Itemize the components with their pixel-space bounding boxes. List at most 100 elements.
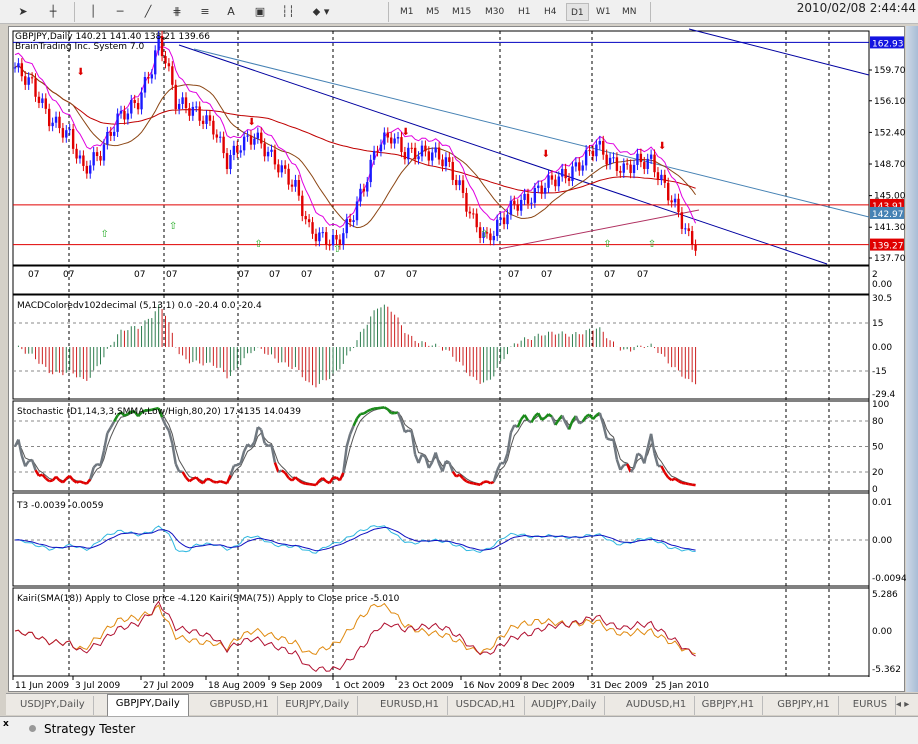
stoch-segment xyxy=(116,411,122,417)
candle-body xyxy=(177,103,181,110)
axis-label: 0.00 xyxy=(872,280,892,290)
timeframe-m15[interactable]: M15 xyxy=(452,7,472,17)
price-label-bg xyxy=(870,36,904,49)
separator-label: 07 xyxy=(604,270,615,280)
chart-tab[interactable]: GBPUSD,H1 xyxy=(202,696,278,715)
price-label: 162.93 xyxy=(872,39,904,49)
chart-tab[interactable]: USDJPY,Daily xyxy=(12,696,94,715)
trendline-icon[interactable]: ╱ xyxy=(144,5,152,18)
stoch-segment xyxy=(55,475,61,482)
cursor-icon[interactable]: ➤ xyxy=(18,5,28,18)
price-label: 143.91 xyxy=(872,202,904,212)
timeframe-h4[interactable]: H4 xyxy=(544,7,557,17)
stoch-segment xyxy=(427,461,434,469)
candle-body xyxy=(68,129,71,131)
timeframe-m30[interactable]: M30 xyxy=(485,7,505,17)
fibonacci-icon[interactable]: ⋕ xyxy=(172,5,182,18)
chart-tab[interactable]: EURJPY,Daily xyxy=(277,696,359,715)
arrows-icon[interactable]: ⬥ ▾ xyxy=(312,5,330,18)
candle-body xyxy=(379,144,383,152)
period-separator-icon[interactable]: ┆┆ xyxy=(281,5,295,18)
separator-label: 07 xyxy=(301,270,312,280)
separator-label: 07 xyxy=(406,270,417,280)
candle-body xyxy=(677,198,680,213)
price-tick-label: 156.10 xyxy=(874,97,906,107)
candle-body xyxy=(181,97,184,104)
tab-scroll-arrows[interactable]: ◂ ▸ xyxy=(896,699,910,710)
stoch-segment xyxy=(181,471,188,479)
strategy-tester-tab[interactable]: Strategy Tester xyxy=(44,722,136,736)
candle-body xyxy=(458,180,461,186)
stoch-segment xyxy=(236,462,242,467)
kairi-18 xyxy=(14,602,696,656)
chart-tab[interactable]: EURUS xyxy=(845,696,897,715)
buy-arrow-icon: ⇧ xyxy=(603,239,611,250)
t3-slow xyxy=(14,526,696,552)
candle-body xyxy=(191,106,195,116)
candle-body xyxy=(461,180,465,193)
close-panel-button[interactable]: x xyxy=(3,719,9,729)
crosshair-icon[interactable]: ┼ xyxy=(49,5,57,18)
horizontal-line-icon[interactable]: ─ xyxy=(116,5,124,18)
vertical-line-icon[interactable]: │ xyxy=(89,5,97,18)
candle-body xyxy=(656,172,660,180)
text-label-icon[interactable]: ▣ xyxy=(254,5,266,18)
candle-body xyxy=(263,143,266,157)
candle-body xyxy=(636,153,639,165)
timeframe-m5[interactable]: M5 xyxy=(426,7,440,17)
chart-tab[interactable]: AUDUSD,H1 xyxy=(618,696,696,715)
chart-tab[interactable]: EURUSD,H1 xyxy=(372,696,449,715)
stoch-segment xyxy=(83,481,88,485)
candle-body xyxy=(509,200,513,215)
candle-body xyxy=(198,106,201,121)
candle-body xyxy=(311,222,314,234)
fibo-lines-icon[interactable]: ≡ xyxy=(200,5,210,18)
vertical-scrollbar[interactable] xyxy=(906,26,918,692)
candle-body xyxy=(17,63,20,68)
timeframe-h1[interactable]: H1 xyxy=(518,7,531,17)
separator-label: 07 xyxy=(374,270,385,280)
candle-body xyxy=(591,150,595,157)
chart-window[interactable]: ⇧ ⇧ ⇧ ⇧ ⇧ ⇧ ⇧ ⬇ ⬇ ⬇ ⬇ ⬇ GBPJPY,Daily 140.21 141.40 1… xyxy=(8,26,907,693)
channel-line xyxy=(193,48,870,218)
stoch-segment xyxy=(421,453,427,459)
chart-canvas[interactable]: ⇧ ⇧ ⇧ ⇧ ⇧ ⇧ ⇧ ⬇ ⬇ ⬇ ⬇ ⬇ GBPJPY,Daily 140.21 141.40 1… xyxy=(9,27,907,693)
chart-tab[interactable]: GBPJPY,H1 xyxy=(694,696,764,715)
chart-tab[interactable]: GBPJPY,Daily xyxy=(106,694,189,716)
candle-body xyxy=(283,165,287,169)
timeframe-d1[interactable]: D1 xyxy=(566,3,589,21)
stoch-segment xyxy=(363,410,368,415)
candle-body xyxy=(44,98,47,109)
candle-body xyxy=(523,193,526,200)
server-clock: 2010/02/08 2:44:44 xyxy=(796,1,916,15)
candle-body xyxy=(123,110,126,120)
text-icon[interactable]: A xyxy=(227,5,235,18)
candle-body xyxy=(571,166,574,181)
timeframe-mn[interactable]: MN xyxy=(622,7,637,17)
chart-tab[interactable]: AUDJPY,Daily xyxy=(523,696,606,715)
stoch-segment xyxy=(58,479,64,484)
stoch-segment xyxy=(225,474,232,484)
stoch-segment xyxy=(451,470,458,478)
stoch-segment xyxy=(109,420,116,429)
date-label: 18 Aug 2009 xyxy=(208,681,266,691)
candle-body xyxy=(75,148,78,159)
terminal-panel: x Strategy Tester xyxy=(0,716,918,744)
stoch-segment xyxy=(209,478,215,483)
timeframe-w1[interactable]: W1 xyxy=(596,7,611,17)
candle-body xyxy=(20,63,24,77)
chart-tab[interactable]: USDCAD,H1 xyxy=(448,696,525,715)
stoch-segment xyxy=(260,429,266,444)
stoch-segment xyxy=(469,481,474,485)
stoch-segment xyxy=(554,419,560,426)
candle-body xyxy=(431,152,434,161)
timeframe-m1[interactable]: M1 xyxy=(400,7,414,17)
panel-frame xyxy=(12,30,870,266)
candle-body xyxy=(393,138,396,144)
candle-body xyxy=(663,174,666,183)
candle-body xyxy=(588,150,591,152)
chart-tab[interactable]: GBPJPY,H1 xyxy=(769,696,839,715)
candle-body xyxy=(561,168,564,177)
candle-body xyxy=(516,204,519,211)
stoch-segment xyxy=(681,481,686,485)
